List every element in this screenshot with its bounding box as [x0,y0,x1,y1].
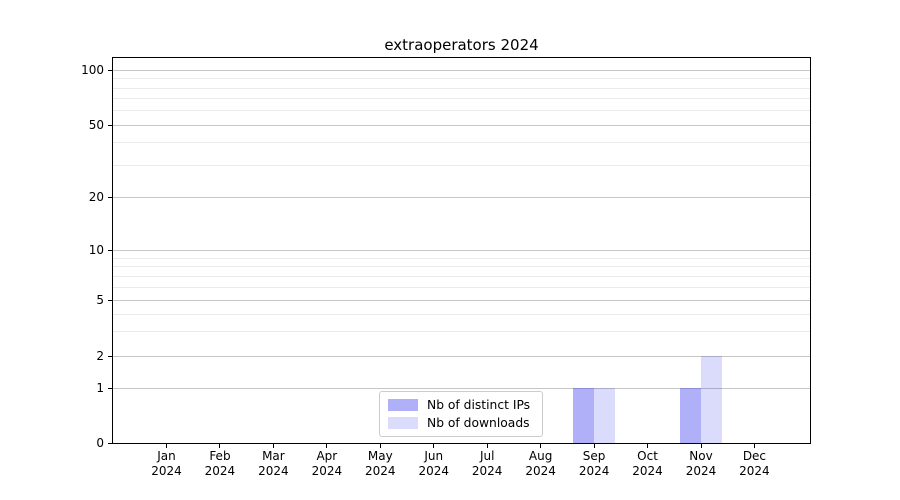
gridline-minor [113,110,810,111]
x-tick-mark [700,444,702,448]
x-tick-label-line: Dec [742,449,767,463]
x-tick-label: Apr 2024 [299,449,355,479]
x-tick-mark [593,444,595,448]
x-tick-label-line: Mar [262,449,285,463]
legend-swatch [388,417,418,429]
x-tick-mark [647,444,649,448]
x-tick-label-line: 2024 [418,464,450,478]
y-tick-label: 100 [81,63,104,77]
bar-distinct-ips-nov [679,388,701,443]
gridline-minor [113,98,810,99]
x-tick-mark [540,444,542,448]
y-tick-label: 50 [88,118,104,132]
x-tick-label-line: 2024 [151,464,182,478]
y-tick-label: 1 [96,381,104,395]
y-tick-label: 20 [88,190,104,204]
y-tick-mark [108,356,113,357]
x-tick-mark [433,444,435,448]
x-tick-mark [166,444,167,448]
y-tick-mark [108,388,113,389]
x-tick-label-line: 2024 [578,464,610,478]
gridline-minor [113,266,810,267]
x-tick-label-line: Aug [528,449,553,463]
legend-item: Nb of downloads [388,415,534,431]
x-tick-mark [379,444,381,448]
x-tick-mark [272,444,274,448]
x-tick-label: Dec 2024 [726,449,782,479]
y-tick-mark [108,197,113,198]
x-tick-label-line: Feb [209,449,231,463]
x-tick-label-line: 2024 [258,464,289,478]
x-tick-label-line: 2024 [632,464,663,478]
plot-area [112,57,811,444]
y-tick-label: 5 [96,293,104,307]
x-tick-label-line: 2024 [471,464,503,478]
gridline-major [113,250,810,251]
gridline-minor [113,276,810,277]
x-tick-mark [486,444,488,448]
x-tick-label-line: 2024 [525,464,556,478]
gridline-major [113,70,810,71]
gridline-major [113,388,810,389]
gridline-minor [113,142,810,143]
gridline-major [113,125,810,126]
x-tick-label-line: Oct [637,449,658,463]
bar-distinct-ips-sep [572,388,595,443]
x-tick-label: Jun 2024 [406,449,462,479]
y-tick-mark [108,300,113,301]
x-tick-label-line: Apr [316,449,338,463]
legend-label: Nb of downloads [427,416,530,430]
x-tick-label-line: Jan [157,449,176,463]
y-tick-label: 10 [88,243,104,257]
x-tick-label: Aug 2024 [513,449,569,479]
gridline-major [113,356,810,357]
legend-label: Nb of distinct IPs [427,398,531,412]
x-tick-label: Jul 2024 [459,449,515,479]
gridline-minor [113,287,810,288]
x-tick-label-line: 2024 [365,464,396,478]
x-tick-label: Jan 2024 [139,449,195,479]
y-tick-label: 0 [96,436,104,450]
x-tick-label-line: 2024 [739,464,770,478]
x-tick-label-line: Jun [424,449,444,463]
x-tick-label: Oct 2024 [620,449,676,479]
y-tick-label: 2 [96,349,104,363]
x-tick-label-line: 2024 [311,464,343,478]
legend-item: Nb of distinct IPs [388,397,534,413]
chart-title: extraoperators 2024 [384,36,539,54]
legend: Nb of distinct IPs Nb of downloads [379,391,543,437]
y-tick-mark [108,125,113,126]
x-tick-label: Mar 2024 [245,449,301,479]
x-tick-label-line: Jul [479,449,495,463]
x-tick-mark [753,444,755,448]
gridline-minor [113,78,810,79]
x-tick-label: Feb 2024 [192,449,248,479]
gridline-minor [113,258,810,259]
gridline-minor [113,331,810,332]
bar-downloads-sep [594,388,616,443]
x-tick-label: May 2024 [352,449,408,479]
gridline-minor [113,314,810,315]
y-tick-mark [108,70,113,71]
x-tick-label-line: 2024 [685,464,717,478]
gridline-major [113,300,810,301]
x-tick-label-line: Sep [582,449,606,463]
x-tick-label-line: Nov [689,449,713,463]
x-tick-label: Nov 2024 [673,449,729,479]
x-tick-mark [219,444,221,448]
x-tick-label-line: 2024 [204,464,236,478]
y-tick-mark [108,443,113,444]
x-tick-mark [326,444,328,448]
bar-downloads-nov [701,356,723,443]
legend-swatch [388,399,418,411]
x-tick-label: Sep 2024 [566,449,622,479]
x-tick-label-line: May [367,449,393,463]
gridline-minor [113,88,810,89]
gridline-minor [113,165,810,166]
y-tick-mark [108,250,113,251]
gridline-major [113,197,810,198]
